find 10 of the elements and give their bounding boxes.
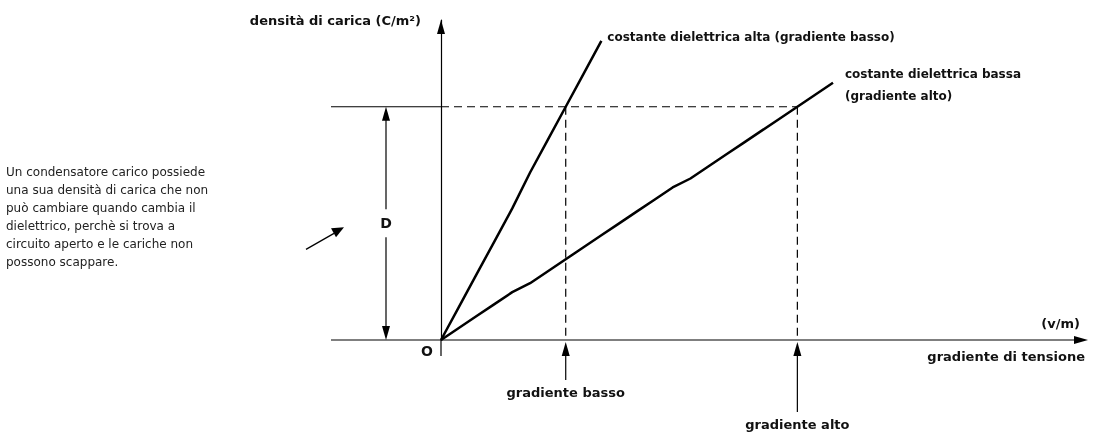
text: gradiente basso	[506, 385, 625, 400]
text: gradiente alto	[745, 417, 850, 432]
text: D	[380, 215, 392, 232]
text: gradiente di tensione	[927, 349, 1086, 364]
series-label: costante dielettrica alta (gradiente basso)	[607, 29, 895, 44]
text: (v/m)	[1041, 316, 1080, 331]
series-label: costante dielettrica bassa (gradiente alto)	[845, 66, 1021, 103]
text: Un condensatore carico possiede una sua densità di carica che non può cambiare quando cambia il dielettrico, perchè si trova a circuito aperto e le cariche non possono scappare.	[6, 165, 212, 269]
y-axis-title: densità di carica (C/m²)	[249, 13, 421, 28]
text: O	[421, 343, 434, 359]
